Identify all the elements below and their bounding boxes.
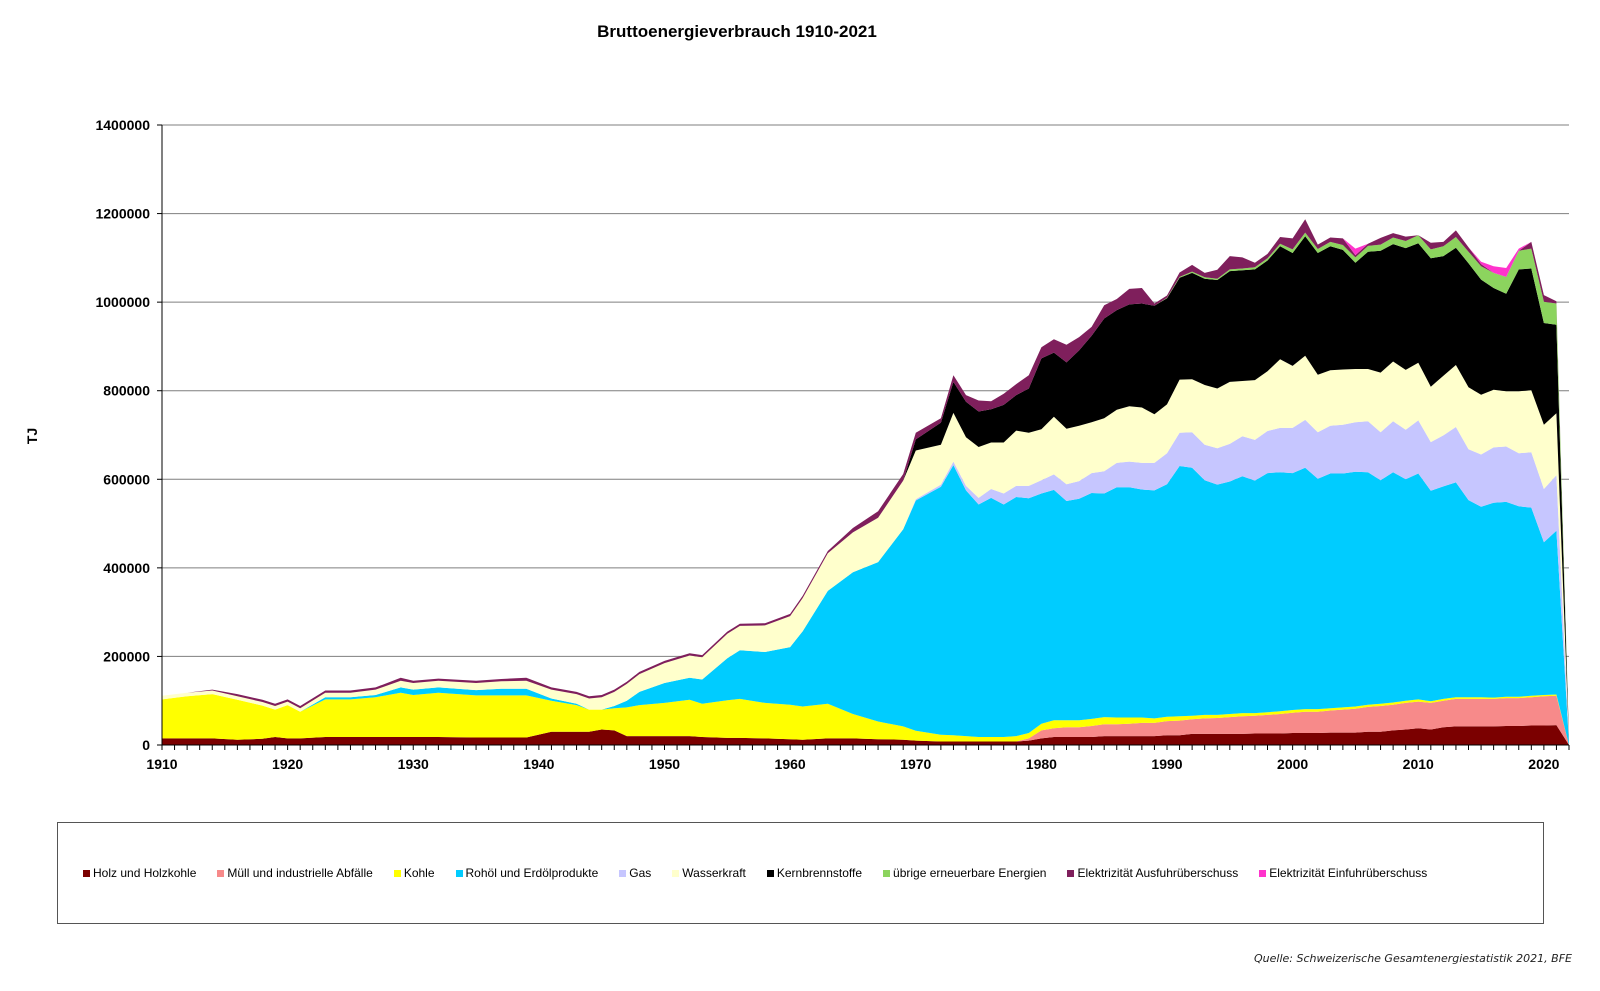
- axes: 0 200000 400000 600000 800000 1000000 1200000 1…: [95, 117, 1570, 772]
- area-series-kernbrennstoffe: [162, 236, 1569, 741]
- y-tick-label: 1000000: [95, 294, 150, 310]
- x-tick-label: 2010: [1403, 756, 1434, 772]
- legend-label: Rohöl und Erdölprodukte: [465, 866, 599, 880]
- x-tick-label: 2000: [1277, 756, 1308, 772]
- x-tick-label: 1940: [523, 756, 554, 772]
- legend-swatch: [1067, 869, 1075, 877]
- legend-item-holz-und-holzkohle: Holz und Holzkohle: [83, 866, 196, 880]
- series-areas: [162, 219, 1569, 745]
- legend-label: Elektrizität Einfuhrüberschuss: [1269, 866, 1428, 880]
- legend-item-wasserkraft: Wasserkraft: [672, 866, 746, 880]
- legend-swatch: [883, 869, 891, 877]
- x-tick-label: 2020: [1528, 756, 1559, 772]
- y-tick-label: 0: [142, 737, 150, 753]
- legend-item-elektrizität-einfuhrüberschuss: Elektrizität Einfuhrüberschuss: [1259, 866, 1427, 880]
- y-tick-label: 600000: [103, 471, 150, 487]
- chart-title: Bruttoenergieverbrauch 1910-2021: [597, 22, 877, 41]
- legend-item-übrige-erneuerbare-energien: übrige erneuerbare Energien: [883, 866, 1046, 880]
- x-tick-label: 1910: [146, 756, 177, 772]
- legend-label: übrige erneuerbare Energien: [893, 866, 1047, 880]
- legend-item-rohöl-und-erdölprodukte: Rohöl und Erdölprodukte: [455, 866, 599, 880]
- area-series-gas: [162, 419, 1569, 743]
- legend-item-müll-und-industrielle-abfälle: Müll und industrielle Abfälle: [217, 866, 373, 880]
- x-tick-label: 1960: [775, 756, 806, 772]
- area-series-holz-und-holzkohle: [162, 725, 1569, 745]
- legend-swatch: [1259, 869, 1267, 877]
- legend-label: Kohle: [403, 866, 435, 880]
- x-tick-label: 1970: [900, 756, 931, 772]
- y-tick-label: 800000: [103, 383, 150, 399]
- legend-swatch: [766, 869, 774, 877]
- y-tick-label: 400000: [103, 560, 150, 576]
- x-tick-label: 1990: [1151, 756, 1182, 772]
- y-tick-label: 200000: [103, 648, 150, 664]
- y-tick-label: 1400000: [95, 117, 150, 133]
- legend-item-elektrizität-ausfuhrüberschuss: Elektrizität Ausfuhrüberschuss: [1067, 866, 1238, 880]
- legend-label: Kernbrennstoffe: [776, 866, 863, 880]
- legend-item-kernbrennstoffe: Kernbrennstoffe: [766, 866, 863, 880]
- legend-label: Wasserkraft: [682, 866, 746, 880]
- x-tick-label: 1950: [649, 756, 680, 772]
- legend-item-gas: Gas: [619, 866, 651, 880]
- legend-swatch: [393, 869, 401, 877]
- x-tick-label: 1920: [272, 756, 303, 772]
- legend: Holz und Holzkohle Müll und industrielle …: [57, 822, 1544, 924]
- legend-label: Gas: [629, 866, 652, 880]
- legend-swatch: [83, 869, 90, 877]
- legend-label: Elektrizität Ausfuhrüberschuss: [1077, 866, 1239, 880]
- x-tick-label: 1980: [1026, 756, 1057, 772]
- legend-label: Müll und industrielle Abfälle: [227, 866, 373, 880]
- legend-swatch: [672, 869, 680, 877]
- area-series-rohöl-und-erdölprodukte: [162, 465, 1569, 745]
- legend-item-kohle: Kohle: [393, 866, 435, 880]
- y-tick-label: 1200000: [95, 206, 150, 222]
- legend-swatch: [455, 869, 463, 877]
- source-note: Quelle: Schweizerische Gesamtenergiestat…: [1254, 952, 1572, 965]
- x-tick-label: 1930: [398, 756, 429, 772]
- legend-swatch: [217, 869, 225, 877]
- area-series-müll-und-industrielle-abfälle: [162, 695, 1569, 745]
- area-series-wasserkraft: [162, 355, 1569, 742]
- y-axis-label: TJ: [24, 428, 40, 444]
- legend-label: Holz und Holzkohle: [93, 866, 197, 880]
- legend-swatch: [619, 869, 627, 877]
- area-series-kohle: [162, 692, 1569, 745]
